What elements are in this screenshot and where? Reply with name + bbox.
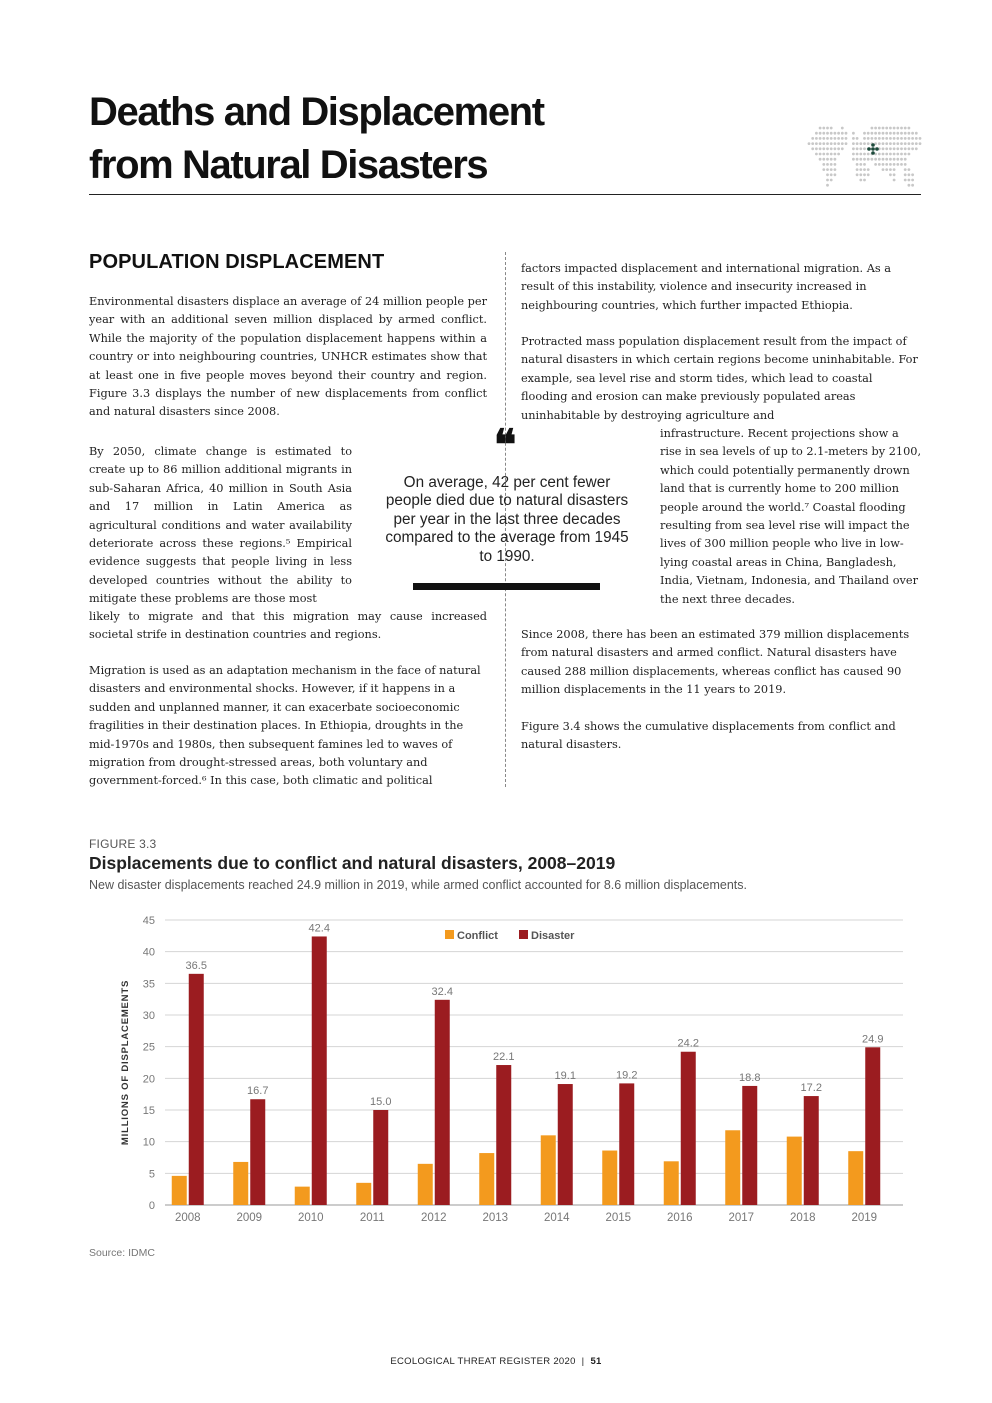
bar-disaster-2014 (557, 1084, 573, 1205)
x-tick-label: 2017 (728, 1212, 754, 1224)
y-tick-label: 15 (143, 1105, 155, 1117)
figure-title: Displacements due to conflict and natura… (89, 853, 616, 873)
page-title-line-2: from Natural Disasters (89, 143, 489, 187)
x-tick-label: 2018 (790, 1212, 816, 1224)
y-axis-label: MILLIONS OF DISPLACEMENTS (120, 980, 131, 1145)
bar-disaster-2019 (865, 1047, 881, 1205)
bar-disaster-2013 (496, 1065, 512, 1205)
data-label: 36.5 (186, 960, 207, 972)
bar-disaster-2011 (373, 1110, 389, 1205)
bar-disaster-2015 (619, 1083, 635, 1205)
y-tick-label: 40 (143, 947, 155, 959)
y-tick-label: 20 (143, 1073, 155, 1085)
bar-disaster-2012 (434, 999, 450, 1205)
quote-mark-icon: ❝ (493, 420, 517, 469)
bar-conflict-2019 (848, 1151, 864, 1205)
bar-disaster-2018 (803, 1096, 819, 1205)
y-tick-label: 25 (143, 1042, 155, 1054)
x-tick-label: 2008 (175, 1212, 201, 1224)
x-tick-label: 2009 (236, 1212, 262, 1224)
figure-subtitle: New disaster displacements reached 24.9 … (89, 878, 747, 892)
footer-separator: | (581, 1356, 585, 1367)
data-label: 24.9 (862, 1033, 883, 1045)
bar-conflict-2011 (356, 1182, 372, 1205)
bar-disaster-2010 (311, 936, 327, 1205)
bar-conflict-2009 (233, 1161, 249, 1205)
data-label: 22.1 (493, 1051, 514, 1063)
bar-disaster-2008 (188, 973, 204, 1205)
data-label: 18.8 (739, 1072, 760, 1084)
bar-conflict-2008 (171, 1175, 187, 1205)
column-divider (505, 252, 506, 787)
y-tick-label: 45 (143, 915, 155, 927)
right-paragraph-1: factors impacted displacement and intern… (521, 262, 891, 312)
bar-conflict-2017 (725, 1130, 741, 1205)
x-tick-label: 2019 (851, 1212, 877, 1224)
x-tick-label: 2012 (421, 1212, 447, 1224)
bar-disaster-2009 (250, 1099, 266, 1205)
footer-publication: ECOLOGICAL THREAT REGISTER 2020 (390, 1356, 576, 1367)
bar-disaster-2016 (680, 1051, 696, 1205)
y-tick-label: 10 (143, 1137, 155, 1149)
y-tick-label: 35 (143, 978, 155, 990)
x-tick-label: 2015 (605, 1212, 631, 1224)
y-tick-label: 0 (149, 1200, 155, 1212)
x-tick-label: 2013 (482, 1212, 508, 1224)
x-tick-label: 2016 (667, 1212, 693, 1224)
bar-conflict-2016 (663, 1161, 679, 1205)
legend-label-disaster: Disaster (531, 930, 575, 942)
data-label: 32.4 (432, 986, 453, 998)
y-tick-label: 30 (143, 1010, 155, 1022)
x-tick-label: 2010 (298, 1212, 324, 1224)
right-paragraph-2: Protracted mass population displacement … (521, 335, 918, 422)
left-paragraph-1: Environmental disasters displace an aver… (89, 295, 487, 419)
legend-swatch-conflict (445, 930, 454, 939)
y-tick-label: 5 (149, 1168, 155, 1180)
bar-conflict-2010 (294, 1186, 310, 1205)
bar-conflict-2015 (602, 1150, 618, 1205)
bar-disaster-2017 (742, 1085, 758, 1205)
right-paragraph-2-narrow: infrastructure. Recent projections show … (660, 427, 922, 606)
data-label: 19.2 (616, 1069, 637, 1081)
bar-conflict-2013 (479, 1153, 495, 1205)
left-paragraph-2-continued: likely to migrate and that this migratio… (89, 610, 487, 642)
data-label: 19.1 (555, 1070, 576, 1082)
pull-quote-bar (413, 583, 600, 590)
data-label: 24.2 (678, 1038, 699, 1050)
legend-label-conflict: Conflict (457, 930, 498, 942)
figure-source: Source: IDMC (89, 1247, 155, 1259)
legend-swatch-disaster (519, 930, 528, 939)
data-label: 42.4 (309, 922, 330, 934)
page-title: Deaths and Displacement from Natural Dis… (89, 86, 789, 192)
pull-quote-text: On average, 42 per cent fewer people die… (385, 474, 629, 565)
bar-conflict-2012 (417, 1163, 433, 1205)
displacement-bar-chart: 0 5 10 15 20 25 30 35 40 45 MILLIONS OF DISPLACEME… (120, 915, 903, 1224)
left-paragraph-2-narrow: By 2050, climate change is estimated to … (89, 445, 352, 606)
page-title-line-1: Deaths and Displacement (89, 90, 545, 134)
bar-conflict-2014 (540, 1135, 556, 1205)
data-label: 16.7 (247, 1085, 268, 1097)
section-heading: POPULATION DISPLACEMENT (89, 251, 385, 273)
page-number: 51 (590, 1356, 602, 1367)
data-label: 15.0 (370, 1096, 391, 1108)
left-paragraph-3: Migration is used as an adaptation mecha… (89, 664, 481, 788)
page-footer: ECOLOGICAL THREAT REGISTER 2020 | 51 (0, 1356, 992, 1367)
figure-label: FIGURE 3.3 (89, 837, 157, 851)
title-divider (89, 194, 921, 195)
data-label: 17.2 (801, 1082, 822, 1094)
x-tick-label: 2014 (544, 1212, 570, 1224)
bar-conflict-2018 (786, 1136, 802, 1205)
right-paragraph-3: Since 2008, there has been an estimated … (521, 628, 910, 697)
right-paragraph-4: Figure 3.4 shows the cumulative displace… (521, 720, 896, 752)
world-map-icon (807, 126, 922, 187)
x-tick-label: 2011 (360, 1212, 385, 1224)
